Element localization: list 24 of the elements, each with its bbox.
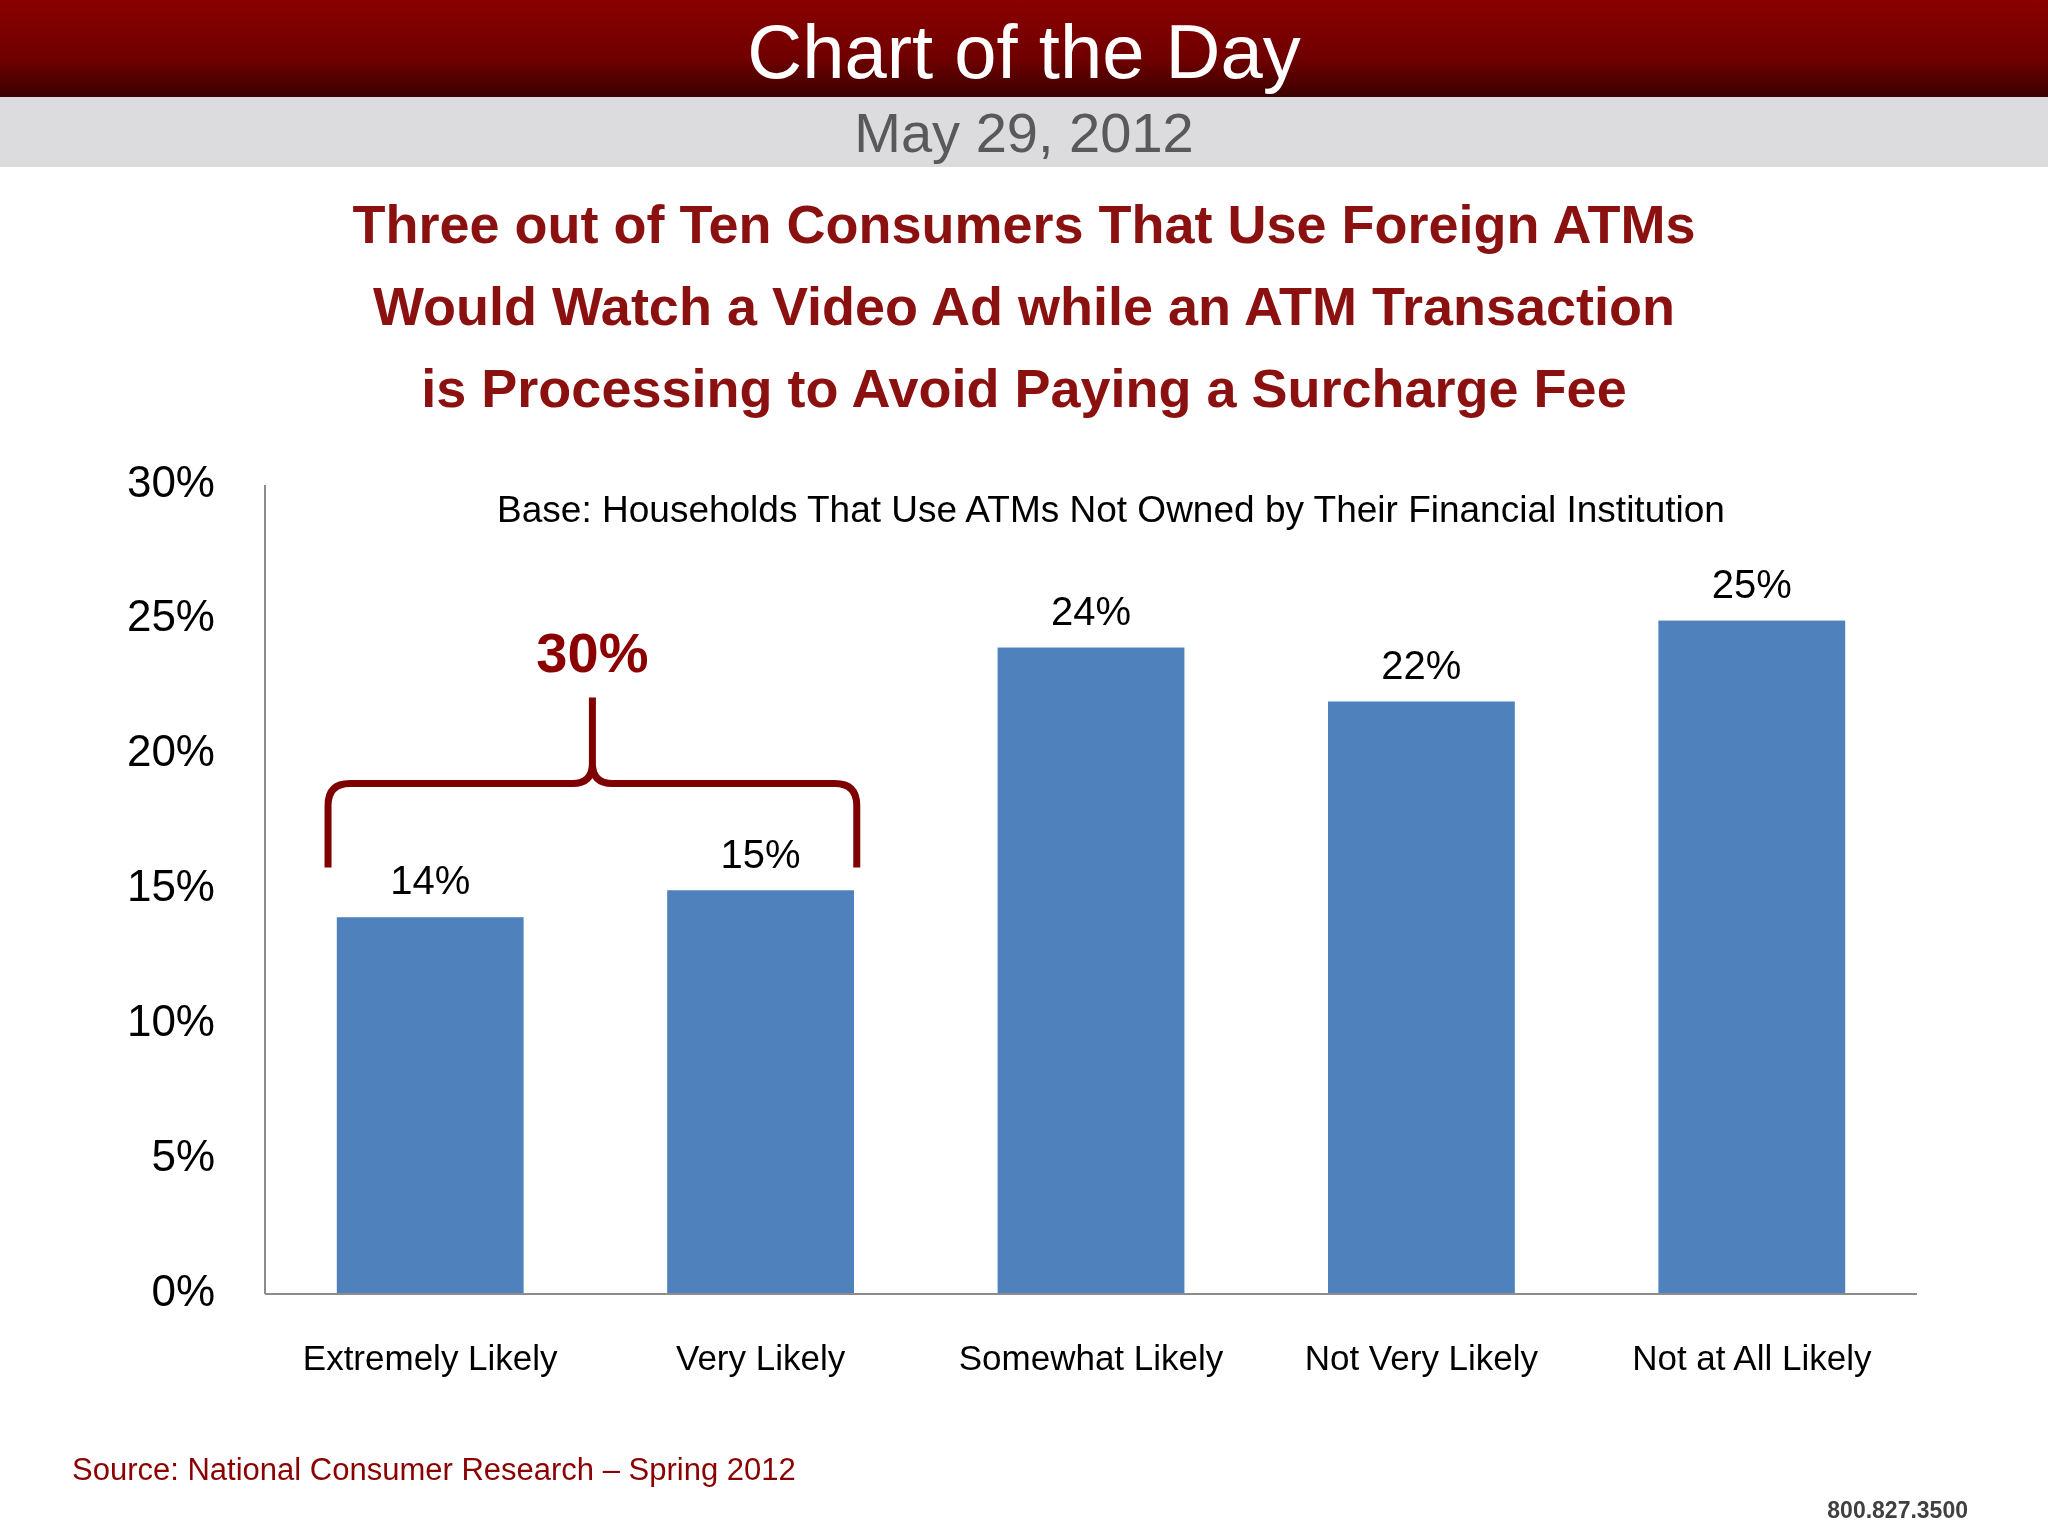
x-tick-label: Very Likely (675, 1338, 846, 1377)
y-tick-label: 20% (126, 726, 215, 776)
source-note: Source: National Consumer Research – Spring 2012 (72, 1452, 796, 1487)
annotation: 30% (536, 620, 649, 684)
x-tick-label: Not at All Likely (1632, 1338, 1872, 1377)
data-label: 15% (720, 831, 801, 876)
data-label: 25% (1711, 561, 1792, 606)
y-tick-label: 0% (151, 1265, 215, 1315)
data-label: 24% (1050, 588, 1132, 633)
annotation: Base: Households That Use ATMs Not Owned by Their Financial Institution (497, 489, 1725, 530)
text: 800.827.3500 (1827, 1497, 1968, 1523)
chart-title: Chart of the Day (747, 9, 1301, 94)
y-tick-label: 15% (126, 861, 215, 911)
y-tick-label: 10% (126, 995, 215, 1045)
chart-subtitle: May 29, 2012 (854, 101, 1194, 164)
y-tick-label: 30% (126, 456, 215, 506)
x-tick-label: Somewhat Likely (958, 1338, 1224, 1377)
data-label: 14% (390, 858, 471, 903)
x-tick-label: Extremely Likely (302, 1338, 559, 1377)
y-tick-label: 5% (151, 1130, 215, 1180)
y-tick-label: 25% (126, 591, 215, 641)
text: Three out of Ten Consumers That Use Foreign ATMs Would Watch a Video Ad while an ATM Transaction is Processing to Avoid Paying a Surcharge Fee (352, 194, 1696, 418)
data-label: 22% (1381, 642, 1462, 687)
x-tick-label: Not Very Likely (1304, 1338, 1539, 1377)
